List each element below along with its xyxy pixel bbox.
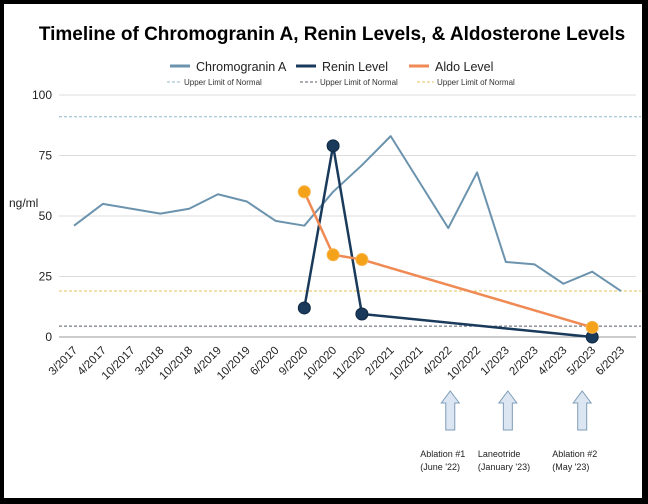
x-tick-label: 1/2023 [479, 345, 512, 378]
data-point-aldo-level [585, 320, 599, 334]
legend: Chromogranin A Renin Level Aldo Level Up… [167, 60, 515, 87]
x-tick-label: 6/2020 [248, 345, 281, 378]
legend-item-renin: Renin Level [296, 60, 388, 74]
y-tick-label: 25 [39, 270, 53, 284]
y-tick-label: 100 [32, 88, 52, 102]
chart-title: Timeline of Chromogranin A, Renin Levels… [39, 24, 625, 45]
x-tick-label: 4/2023 [536, 345, 569, 378]
y-tick-label: 0 [45, 330, 52, 344]
data-point-renin-level [355, 307, 369, 321]
legend-item-uln-aldo: Upper Limit of Normal [417, 78, 515, 87]
legend-label-uln-aldo: Upper Limit of Normal [437, 78, 515, 87]
x-axis-ticks: 3/20174/201710/20173/201810/20184/201910… [47, 345, 627, 383]
x-tick-label: 2/2023 [507, 345, 540, 378]
annotations: Ablation #1 (June '22) Laneotride (January … [420, 390, 597, 472]
chart-svg: Timeline of Chromogranin A, Renin Levels… [9, 24, 641, 472]
annotation-label: Laneotride [478, 449, 521, 459]
gridlines [59, 94, 636, 338]
x-tick-label: 5/2023 [565, 345, 598, 378]
data-point-renin-level [326, 139, 340, 153]
series-line-chromogranin-a [73, 135, 622, 292]
reference-lines [59, 116, 641, 327]
legend-item-aldo: Aldo Level [409, 60, 493, 74]
up-arrow-icon [497, 390, 518, 431]
legend-label-uln-chromogranin: Upper Limit of Normal [184, 78, 262, 87]
y-axis-ticks: 0 25 50 75 100 [32, 88, 52, 344]
data-point-renin-level [297, 301, 311, 315]
x-tick-label: 6/2023 [594, 345, 627, 378]
up-arrow-icon [572, 390, 593, 431]
annotation-date: (June '22) [420, 462, 460, 472]
data-point-aldo-level [297, 185, 311, 199]
series-markers [297, 139, 599, 344]
annotation-date: (May '23) [552, 462, 589, 472]
legend-label-uln-renin: Upper Limit of Normal [320, 78, 398, 87]
y-tick-label: 75 [39, 149, 53, 163]
data-point-aldo-level [326, 248, 340, 262]
y-axis-label: ng/ml [9, 196, 38, 210]
chart-frame: Timeline of Chromogranin A, Renin Levels… [4, 4, 642, 498]
up-arrow-icon [440, 390, 461, 431]
legend-item-chromogranin: Chromogranin A [170, 60, 287, 74]
legend-item-uln-renin: Upper Limit of Normal [300, 78, 398, 87]
series-line-renin-level [303, 144, 593, 339]
x-tick-label: 3/2017 [47, 345, 80, 378]
data-point-aldo-level [355, 253, 369, 267]
legend-label-chromogranin: Chromogranin A [196, 60, 287, 74]
annotation-label: Ablation #2 [552, 449, 597, 459]
legend-label-aldo: Aldo Level [435, 60, 493, 74]
legend-label-renin: Renin Level [322, 60, 388, 74]
annotation-date: (January '23) [478, 462, 530, 472]
legend-item-uln-chromogranin: Upper Limit of Normal [167, 78, 262, 87]
series-line-aldo-level [303, 191, 593, 329]
series-lines [73, 135, 622, 339]
y-tick-label: 50 [39, 209, 53, 223]
annotation-label: Ablation #1 [420, 449, 465, 459]
